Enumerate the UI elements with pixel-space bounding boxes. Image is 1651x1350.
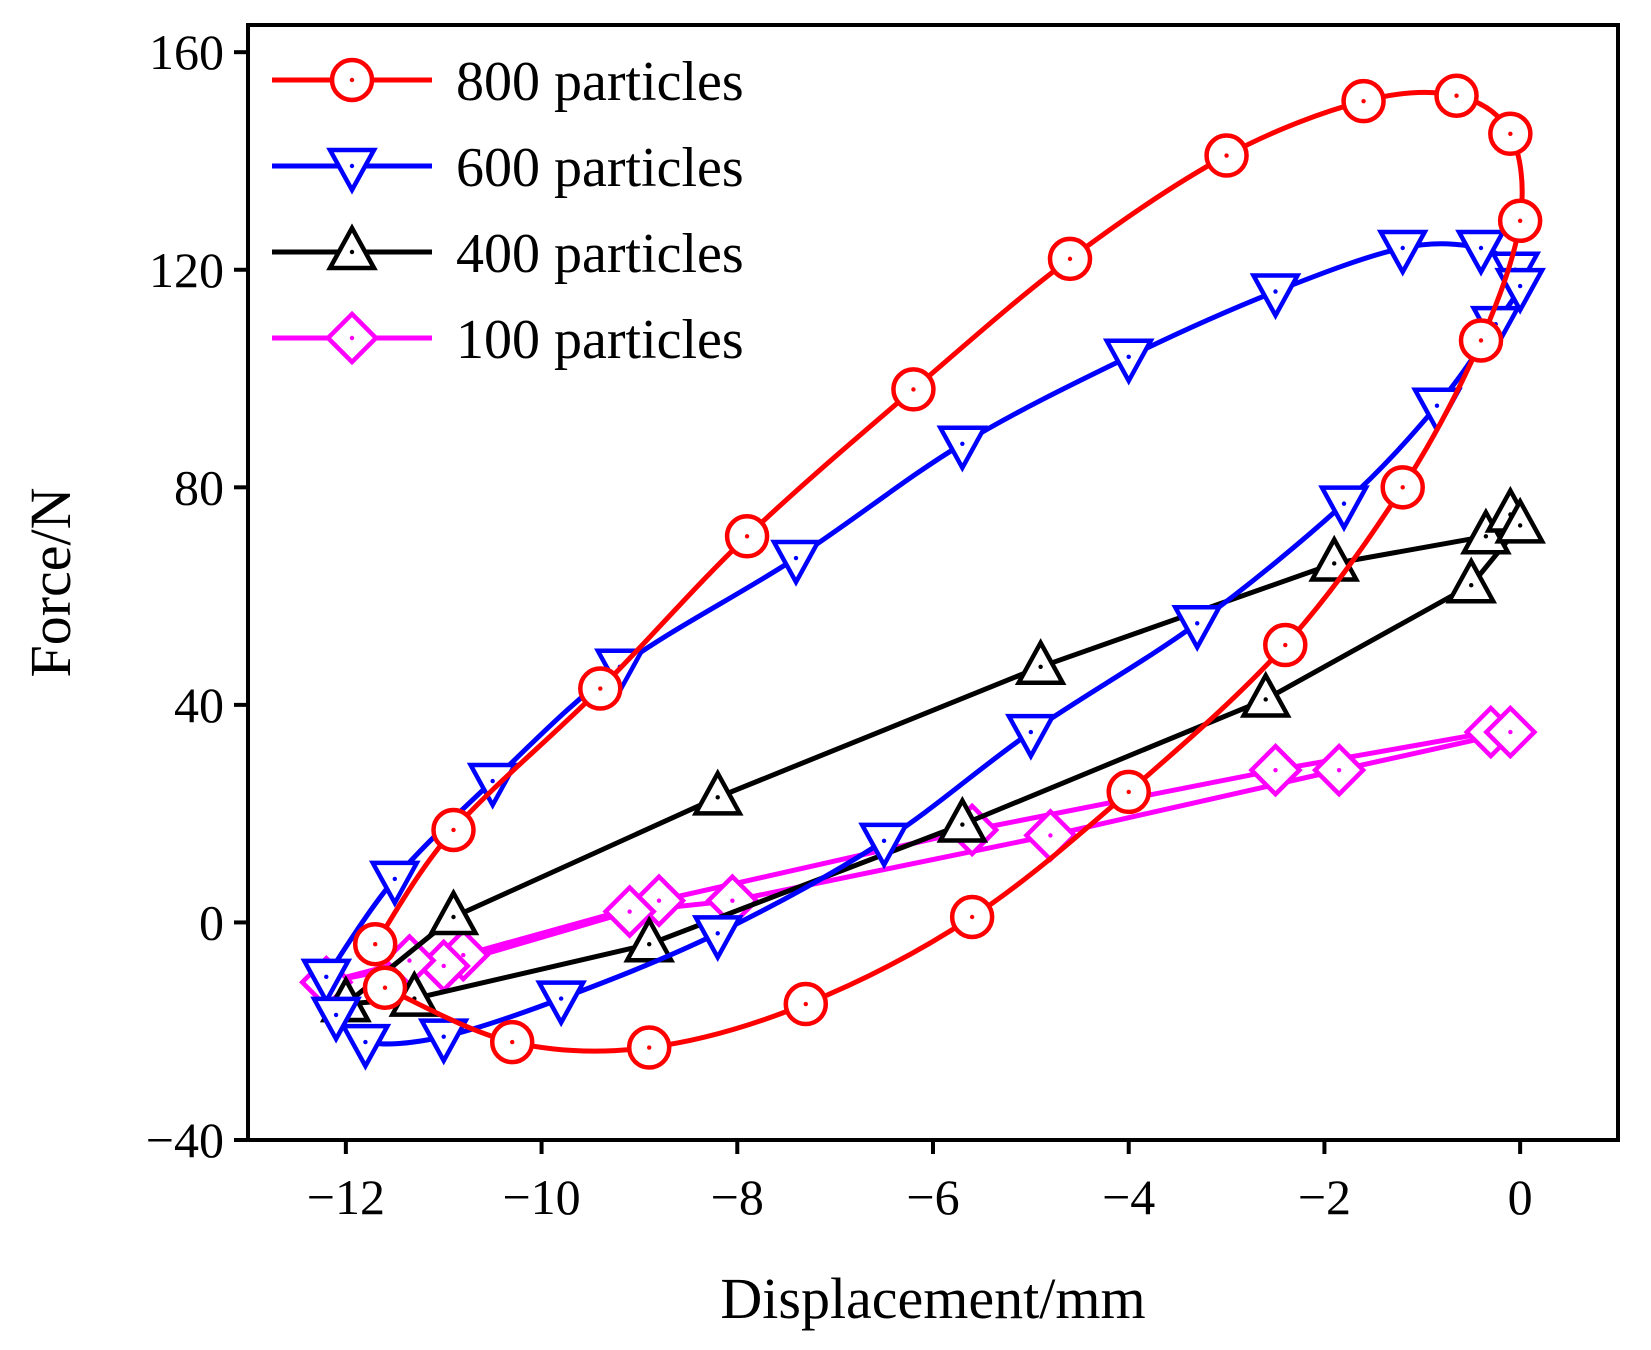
y-axis-title: Force/N [18, 487, 83, 677]
data-point [936, 425, 989, 473]
legend-label: 100 particles [456, 309, 744, 371]
data-point [724, 514, 770, 559]
data-point [1376, 229, 1429, 277]
data-point [1445, 556, 1498, 604]
series-layer [299, 73, 1546, 1071]
data-point [1014, 638, 1067, 686]
data-point [431, 807, 476, 853]
data-point [858, 822, 910, 870]
legend-label: 400 particles [456, 223, 744, 285]
data-point [1239, 670, 1292, 718]
data-point [691, 768, 744, 816]
x-tick-label: 0 [1508, 1169, 1533, 1225]
axis-ticks: −12 −10 −8 −6 −4 −2 0 −40 0 40 80 120 160 [146, 24, 1533, 1225]
x-tick-label: −6 [906, 1169, 959, 1225]
legend-item: 800 particles [272, 51, 744, 113]
x-tick-label: −4 [1102, 1169, 1155, 1225]
data-point [352, 921, 398, 967]
data-point [1047, 236, 1093, 282]
data-point [1204, 133, 1249, 178]
data-point [1263, 622, 1308, 668]
data-point [368, 860, 421, 908]
data-point [949, 894, 995, 940]
data-point [1494, 267, 1546, 315]
data-point [300, 958, 353, 1006]
x-tick-label: −2 [1298, 1169, 1351, 1225]
data-point [466, 762, 519, 810]
x-axis-title: Displacement/mm [720, 1266, 1145, 1331]
data-point [1341, 78, 1386, 124]
y-tick-label: 0 [199, 894, 224, 950]
legend: 800 particles 600 particles 400 particles 1… [272, 51, 744, 371]
data-point [770, 539, 822, 587]
series-600-particles [300, 229, 1546, 1071]
data-point [417, 1018, 470, 1066]
data-point [578, 666, 623, 711]
legend-label: 600 particles [456, 137, 744, 199]
legend-marker [326, 223, 378, 271]
legend-marker [329, 57, 375, 103]
data-point [783, 981, 829, 1027]
legend-item: 600 particles [272, 137, 744, 199]
data-point [1434, 73, 1479, 118]
data-point [535, 980, 587, 1028]
data-point [602, 884, 657, 939]
data-point [362, 965, 408, 1010]
data-point [1488, 111, 1533, 157]
legend-item: 400 particles [272, 223, 744, 285]
data-point [1106, 769, 1151, 815]
series-800-particles [352, 73, 1543, 1070]
data-point [1494, 496, 1546, 544]
data-point [310, 996, 362, 1044]
y-tick-label: 80 [174, 459, 224, 515]
data-point [1249, 273, 1302, 321]
y-tick-label: 160 [149, 24, 224, 80]
legend-item: 100 particles [272, 309, 744, 371]
data-point [1318, 485, 1370, 533]
x-tick-label: −12 [307, 1169, 385, 1225]
x-tick-label: −8 [711, 1169, 764, 1225]
data-point [1483, 704, 1538, 760]
x-tick-label: −10 [502, 1169, 580, 1225]
series-100-particles [299, 704, 1538, 1010]
data-point [1248, 742, 1303, 798]
data-point [489, 1019, 535, 1065]
data-point [626, 1025, 672, 1070]
data-point [1311, 742, 1367, 798]
y-tick-label: −40 [146, 1112, 224, 1168]
data-point [1171, 605, 1224, 652]
data-point [623, 915, 676, 963]
data-point [891, 367, 936, 412]
data-point [1005, 713, 1057, 761]
data-point [1458, 318, 1504, 363]
legend-label: 800 particles [456, 51, 744, 113]
y-tick-label: 40 [174, 677, 224, 733]
legend-marker [324, 310, 380, 366]
y-tick-label: 120 [149, 242, 224, 298]
legend-marker [326, 147, 378, 195]
data-point [339, 1023, 392, 1071]
data-point [1102, 338, 1155, 386]
data-point [1497, 198, 1543, 244]
data-point [1380, 465, 1425, 510]
data-point [691, 915, 744, 962]
data-point [936, 795, 989, 843]
data-point [427, 888, 480, 936]
